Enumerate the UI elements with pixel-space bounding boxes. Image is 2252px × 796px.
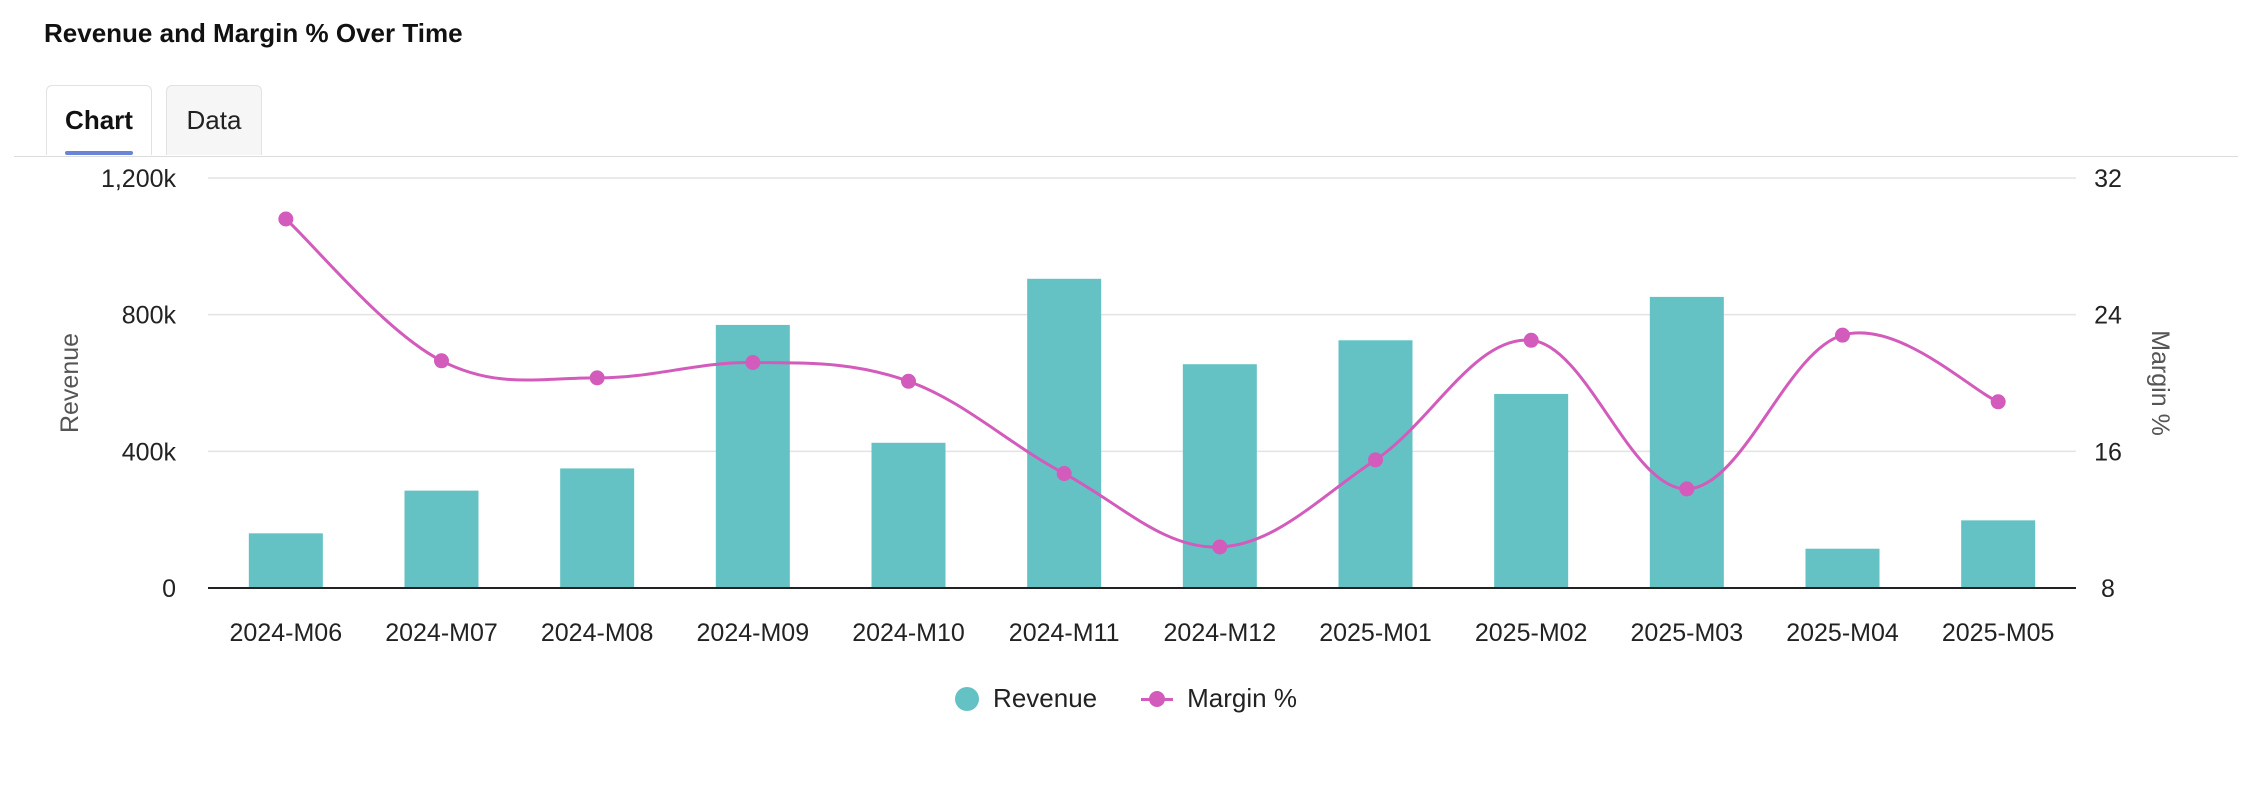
y-tick-label: 800k [122, 302, 177, 330]
x-tick-label: 2024-M08 [541, 619, 654, 647]
x-tick-label: 2025-M04 [1786, 619, 1899, 647]
margin-point [589, 370, 605, 386]
margin-point [1990, 394, 2006, 410]
revenue-bar [1494, 393, 1569, 588]
x-tick-label: 2025-M01 [1319, 619, 1432, 647]
y2-axis-title: Margin % [2146, 330, 2174, 436]
y-tick-label: 1,200k [101, 165, 177, 193]
legend-revenue-label: Revenue [993, 683, 1098, 713]
legend: Revenue Margin % [0, 683, 2252, 714]
margin-point [1056, 466, 1072, 482]
tab-bar: Chart Data [14, 84, 2238, 157]
margin-point [901, 373, 916, 389]
x-tick-label: 2024-M07 [385, 619, 498, 647]
legend-item-revenue[interactable]: Revenue [955, 683, 1097, 714]
revenue-bar [1649, 296, 1724, 588]
x-tick-label: 2025-M03 [1631, 619, 1744, 647]
x-tick-label: 2024-M06 [230, 619, 343, 647]
chart-title: Revenue and Margin % Over Time [44, 18, 463, 48]
legend-revenue-swatch [955, 686, 980, 711]
y-tick-label: 0 [162, 575, 176, 603]
margin-point [1368, 452, 1383, 468]
x-tick-label: 2025-M05 [1942, 619, 2055, 647]
margin-point [278, 211, 294, 227]
margin-point [1835, 327, 1850, 343]
margin-point [1523, 332, 1539, 348]
revenue-bar [404, 490, 479, 588]
margin-point [1212, 539, 1228, 555]
y2-tick-label: 16 [2094, 438, 2122, 466]
y-tick-label: 400k [122, 438, 177, 466]
x-tick-label: 2024-M11 [1009, 619, 1120, 647]
revenue-bar [1027, 278, 1102, 588]
revenue-bar [560, 468, 635, 588]
revenue-bar [1961, 520, 2036, 588]
x-tick-label: 2024-M10 [852, 619, 965, 647]
margin-line [284, 217, 1999, 549]
margin-point [1679, 481, 1695, 497]
x-tick-label: 2024-M09 [697, 619, 810, 647]
legend-margin-swatch [1141, 687, 1174, 711]
tab-chart[interactable]: Chart [46, 85, 152, 155]
revenue-bar [1805, 548, 1880, 588]
x-tick-label: 2025-M02 [1475, 619, 1588, 647]
tab-data[interactable]: Data [166, 85, 262, 155]
x-tick-label: 2024-M12 [1164, 619, 1277, 647]
y2-tick-label: 8 [2101, 575, 2115, 603]
revenue-bar [871, 442, 946, 588]
legend-item-margin[interactable]: Margin % [1141, 683, 1297, 714]
y-axis-title: Revenue [56, 333, 84, 433]
y2-tick-label: 32 [2094, 165, 2122, 193]
revenue-bar [248, 533, 323, 588]
y2-tick-label: 24 [2094, 302, 2122, 330]
margin-point [745, 355, 761, 370]
legend-margin-label: Margin % [1187, 683, 1297, 713]
margin-point [434, 353, 449, 369]
